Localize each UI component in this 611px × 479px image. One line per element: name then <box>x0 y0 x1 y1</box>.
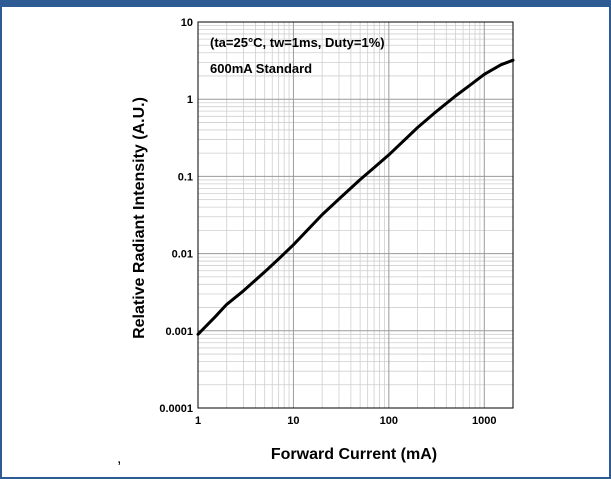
x-tick-label: 100 <box>380 415 398 427</box>
y-tick-labels: 10 1 0.1 0.01 0.001 0.0001 <box>159 17 193 415</box>
y-tick-label: 0.0001 <box>159 403 193 415</box>
x-tick-label: 1000 <box>472 415 496 427</box>
x-tick-labels: 1 10 100 1000 <box>195 415 497 427</box>
y-tick-label: 0.1 <box>178 171 193 183</box>
y-tick-label: 1 <box>187 94 193 106</box>
intensity-curve <box>196 58 515 336</box>
plot-border <box>197 21 514 409</box>
standard-annotation: 600mA Standard <box>210 61 312 76</box>
y-tick-label: 0.001 <box>165 326 193 338</box>
minor-gridlines <box>198 22 514 408</box>
condition-annotation: (ta=25°C, tw=1ms, Duty=1%) <box>210 35 385 50</box>
y-axis-title: Relative Radiant Intensity (A.U.) <box>131 97 148 339</box>
stray-comma: , <box>117 450 122 467</box>
major-gridlines <box>197 21 513 409</box>
series-layer <box>196 58 515 336</box>
x-tick-label: 1 <box>195 415 201 427</box>
x-axis-title: Forward Current (mA) <box>271 446 437 463</box>
x-tick-label: 10 <box>287 415 299 427</box>
y-tick-label: 10 <box>181 17 193 29</box>
y-tick-label: 0.01 <box>172 249 193 261</box>
